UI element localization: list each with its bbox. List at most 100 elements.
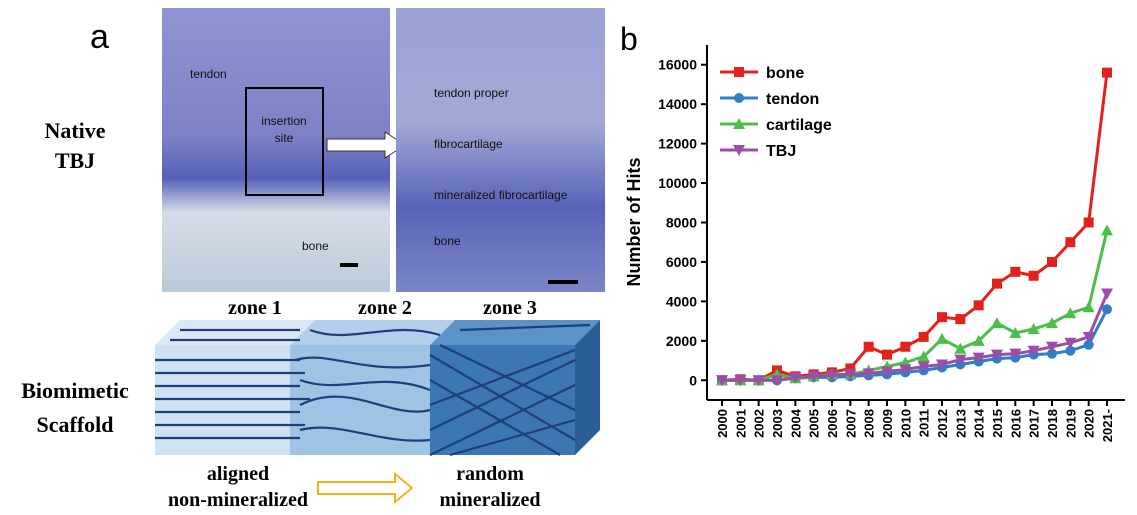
histology-image	[396, 8, 605, 292]
point	[1064, 337, 1077, 349]
x-tick-label: 2013	[953, 409, 968, 438]
point	[973, 300, 984, 311]
x-tick-label: 2009	[880, 409, 895, 438]
point	[918, 331, 929, 342]
point	[863, 341, 874, 352]
point	[1046, 341, 1058, 353]
y-tick-label: 16000	[658, 57, 697, 73]
x-tick-label: 2002	[752, 409, 767, 438]
image-label: bone	[434, 234, 461, 248]
caption: random	[456, 463, 524, 485]
point	[1027, 323, 1040, 334]
image-label: tendon proper	[434, 86, 509, 100]
scale-bar	[340, 263, 358, 267]
x-tick-label: 2012	[935, 409, 950, 438]
point	[881, 366, 893, 378]
y-tick-label: 4000	[666, 293, 697, 309]
point	[771, 375, 783, 387]
x-tick-label: 2006	[825, 409, 840, 438]
x-tick-label: 2018	[1045, 409, 1060, 438]
image-label: mineralized fibrocartilage	[434, 188, 568, 202]
point	[1102, 304, 1112, 315]
point	[936, 332, 948, 344]
row-label: Native	[44, 118, 105, 143]
x-tick-label: 2005	[807, 409, 822, 438]
point	[807, 371, 820, 383]
point	[1028, 270, 1039, 281]
zone-label: zone 3	[483, 297, 537, 319]
point	[917, 361, 930, 373]
x-tick-label: 2007	[843, 409, 858, 438]
point	[1101, 224, 1113, 236]
line	[721, 72, 1109, 382]
point	[937, 312, 947, 323]
point	[1101, 288, 1113, 300]
x-tick-label: 2016	[1008, 409, 1023, 438]
x-tick-label: 2003	[770, 409, 785, 438]
point	[991, 317, 1003, 329]
x-tick-label: 2014	[972, 408, 987, 438]
caption: non-mineralized	[168, 489, 308, 511]
point	[899, 364, 912, 376]
legend-label: tendon	[766, 91, 819, 108]
point	[1009, 348, 1022, 360]
zone-label: zone 2	[358, 297, 412, 319]
point	[954, 342, 967, 354]
point	[844, 369, 857, 381]
point	[1102, 67, 1112, 78]
legend-label: cartilage	[766, 117, 832, 134]
point	[1064, 307, 1077, 319]
panel-label: a	[90, 18, 109, 56]
legend-label: TBJ	[766, 143, 796, 160]
image-label: insertion	[261, 114, 306, 128]
legend-marker	[734, 93, 744, 103]
y-axis-title: Number of Hits	[624, 157, 644, 286]
point	[1082, 301, 1095, 313]
y-tick-label: 14000	[658, 96, 697, 112]
y-tick-label: 2000	[666, 333, 697, 349]
caption: aligned	[207, 463, 269, 485]
point	[972, 334, 985, 346]
image-label: site	[275, 131, 294, 145]
scale-bar	[548, 280, 578, 284]
point	[1047, 348, 1057, 359]
legend-marker	[734, 67, 744, 77]
y-tick-label: 6000	[666, 254, 697, 270]
point	[882, 349, 892, 360]
point	[1065, 345, 1076, 356]
point	[991, 349, 1003, 361]
x-tick-label: 2001	[733, 409, 748, 438]
point	[900, 341, 911, 352]
x-tick-label: 2008	[862, 409, 877, 438]
x-tick-label: 2017	[1027, 409, 1042, 438]
point	[1065, 237, 1076, 248]
point	[716, 375, 728, 387]
row-label: TBJ	[55, 148, 95, 173]
arrow	[326, 131, 406, 159]
point	[752, 375, 765, 387]
row-label: Biomimetic	[21, 378, 129, 403]
inset-box	[245, 87, 324, 196]
x-tick-label: 2019	[1063, 409, 1078, 438]
legend-marker	[733, 118, 745, 129]
zone-label: zone 1	[228, 297, 282, 319]
scaffold	[155, 320, 600, 457]
point	[1083, 217, 1094, 228]
legend-marker	[733, 145, 745, 156]
image-label: fibrocartilage	[434, 137, 503, 151]
x-tick-label: 2000	[715, 409, 730, 438]
point	[734, 375, 747, 387]
point	[1047, 256, 1057, 267]
y-tick-label: 12000	[658, 136, 697, 152]
arrow	[317, 471, 414, 505]
point	[1010, 266, 1021, 277]
point	[1082, 331, 1095, 343]
point	[1083, 339, 1094, 350]
point	[789, 372, 802, 384]
point	[972, 352, 985, 364]
point	[936, 359, 948, 371]
x-tick-label: 2021-	[1100, 409, 1115, 442]
point	[992, 278, 1002, 289]
panel-label: b	[620, 21, 638, 57]
